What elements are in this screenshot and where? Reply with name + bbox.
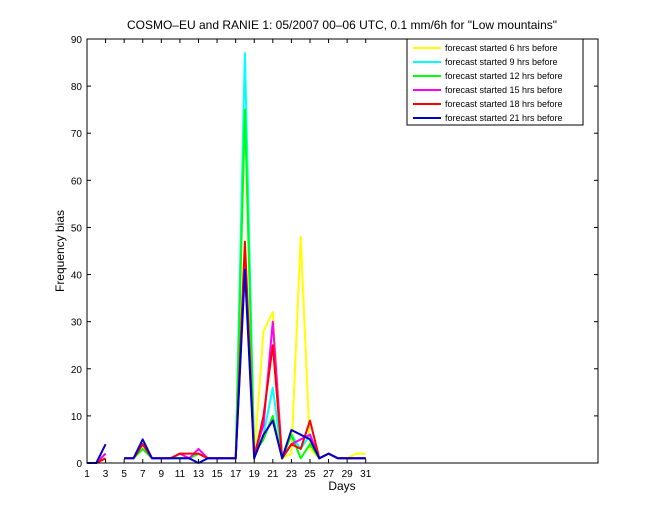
x-tick-label: 27 (323, 469, 335, 480)
legend-label: forecast started 9 hrs before (445, 57, 558, 67)
series-line (87, 268, 366, 464)
x-tick-label: 23 (286, 469, 298, 480)
x-axis-label: Days (328, 479, 355, 493)
chart-title: COSMO–EU and RANIE 1: 05/2007 00–06 UTC,… (127, 18, 557, 32)
x-tick-label: 25 (304, 469, 316, 480)
y-tick-label: 10 (71, 412, 83, 423)
x-tick-label: 7 (140, 469, 146, 480)
y-tick-label: 50 (71, 223, 83, 234)
legend-label: forecast started 21 hrs before (445, 113, 563, 123)
plot-area-frame (86, 38, 599, 464)
y-tick-label: 0 (76, 459, 82, 470)
series-line (87, 108, 366, 464)
x-tick-label: 5 (121, 469, 127, 480)
y-tick-label: 90 (71, 35, 83, 46)
y-tick-label: 40 (71, 271, 83, 282)
x-tick-label: 1 (84, 469, 90, 480)
y-tick-label: 80 (71, 82, 83, 93)
y-tick-label: 30 (71, 318, 83, 329)
x-axis-ticks: 1 3 5 7 9 11 13 15 17 19 21 23 25 27 29 31 (84, 39, 372, 480)
series-lines (87, 52, 366, 464)
series-line (87, 52, 366, 464)
x-tick-label: 17 (230, 469, 242, 480)
y-tick-label: 70 (71, 129, 83, 140)
x-tick-label: 11 (175, 469, 186, 480)
x-tick-label: 3 (103, 469, 109, 480)
legend-label: forecast started 15 hrs before (445, 85, 563, 95)
x-tick-label: 31 (360, 469, 372, 480)
series-line (87, 240, 366, 464)
y-axis-ticks: 0 10 20 30 40 50 60 70 80 90 (71, 35, 598, 470)
legend-label: forecast started 18 hrs before (445, 99, 563, 109)
x-tick-label: 21 (267, 469, 279, 480)
legend: forecast started 6 hrs before forecast st… (406, 38, 584, 126)
legend-box (406, 38, 584, 126)
series-line (87, 108, 366, 464)
x-tick-label: 29 (342, 469, 354, 480)
x-tick-label: 9 (159, 469, 165, 480)
legend-label: forecast started 12 hrs before (445, 71, 563, 81)
y-tick-label: 20 (71, 365, 83, 376)
y-tick-label: 60 (71, 176, 83, 187)
y-axis-label: Frequency bias (53, 210, 67, 292)
x-tick-label: 13 (193, 469, 205, 480)
x-tick-label: 19 (249, 469, 261, 480)
x-tick-label: 15 (212, 469, 224, 480)
series-line (87, 259, 366, 464)
legend-label: forecast started 6 hrs before (445, 43, 558, 53)
